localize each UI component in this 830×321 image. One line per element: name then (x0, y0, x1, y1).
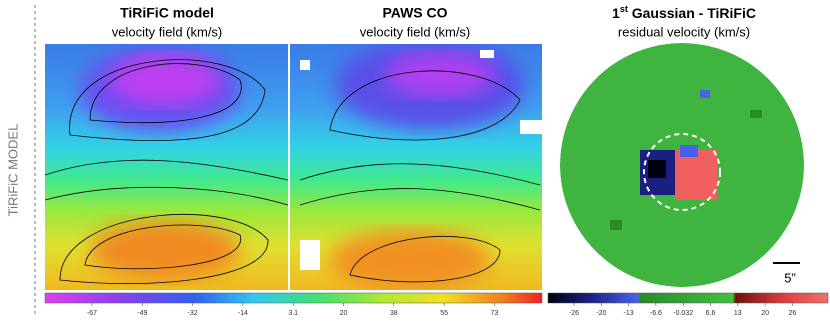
colorbar-label: -0.032 (673, 310, 693, 317)
panel-title: PAWS CO (382, 5, 447, 21)
colorbar-label: -67 (87, 310, 97, 317)
scale-bar-label: 5” (784, 270, 796, 285)
colorbar-label: 3.1 (288, 310, 298, 317)
colorbar-label: -6.6 (650, 310, 662, 317)
colorbar-label: -49 (137, 310, 147, 317)
paws-map (290, 44, 542, 290)
colorbar-label: 26 (789, 310, 797, 317)
colorbar-label: 38 (390, 310, 398, 317)
colorbar-label: 13 (734, 310, 742, 317)
colorbar-label: 55 (440, 310, 448, 317)
colorbar-label: 73 (491, 310, 499, 317)
panel-subtitle: residual velocity (km/s) (618, 24, 750, 39)
colorbar-label: -14 (238, 310, 248, 317)
colorbar (44, 292, 543, 304)
colorbar-label: 20 (761, 310, 769, 317)
colorbar-label: -20 (596, 310, 606, 317)
colorbar-label: 6.6 (706, 310, 716, 317)
panel-subtitle: velocity field (km/s) (360, 24, 471, 39)
colorbar-label: -26 (569, 310, 579, 317)
model-map (45, 44, 288, 290)
panel-title: TiRiFiC model (120, 5, 214, 21)
panel-subtitle: velocity field (km/s) (112, 24, 223, 39)
colorbar-label: -13 (624, 310, 634, 317)
colorbar-label: 20 (340, 310, 348, 317)
side-label: TiRiFiC MODEL (5, 124, 20, 217)
panel-title: 1st Gaussian - TiRiFiC (612, 4, 756, 20)
colorbar (547, 292, 829, 304)
residual-map (560, 43, 804, 287)
colorbar-label: -32 (188, 310, 198, 317)
